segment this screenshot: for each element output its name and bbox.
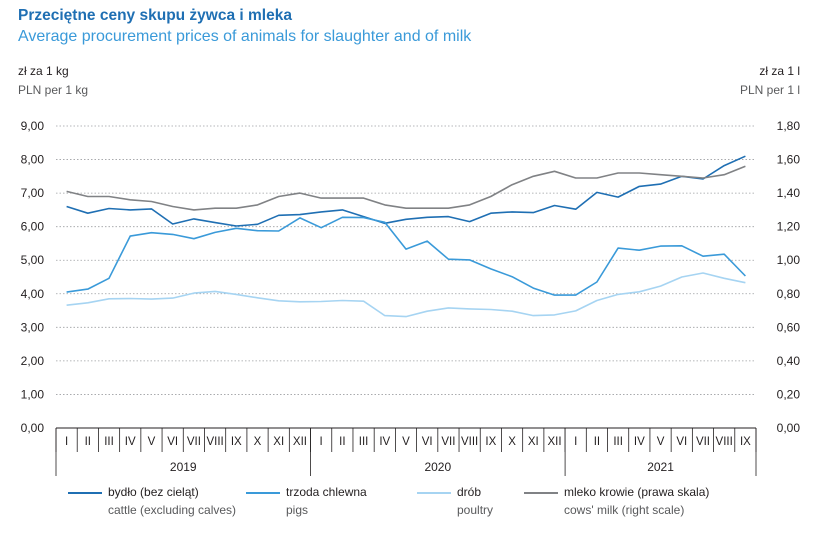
legend-label-milk: mleko krowie (prawa skala)	[564, 485, 710, 499]
y-right-tick-label: 1,60	[777, 153, 801, 167]
y-right-tick-label: 0,80	[777, 287, 801, 301]
y-right-tick-label: 1,20	[777, 220, 801, 234]
y-right-tick-label: 0,60	[777, 320, 801, 334]
y-right-tick-label: 1,40	[777, 186, 801, 200]
month-label: VIII	[716, 436, 733, 448]
series-line-cattle	[66, 155, 746, 227]
series-line-pigs	[66, 216, 746, 296]
month-label: XII	[293, 436, 307, 448]
y-right-tick-label: 0,20	[777, 387, 801, 401]
y-right-tick-label: 0,00	[777, 421, 801, 435]
y-left-tick-label: 6,00	[21, 220, 45, 234]
y-left-tick-label: 0,00	[21, 421, 45, 435]
month-label: V	[402, 436, 410, 448]
month-label: III	[613, 436, 623, 448]
year-label: 2019	[170, 460, 197, 474]
right-axis-unit: zł za 1 l	[759, 64, 800, 78]
month-label: VI	[422, 436, 433, 448]
month-label: II	[85, 436, 91, 448]
month-label: III	[359, 436, 369, 448]
y-left-tick-label: 4,00	[21, 287, 45, 301]
month-label: XI	[273, 436, 284, 448]
y-left-tick-label: 5,00	[21, 253, 45, 267]
month-label: V	[657, 436, 665, 448]
month-label: II	[339, 436, 345, 448]
month-label: XI	[528, 436, 539, 448]
y-right-tick-label: 0,40	[777, 354, 801, 368]
month-label: VI	[676, 436, 687, 448]
chart-subtitle: Average procurement prices of animals fo…	[18, 28, 472, 45]
month-label: VII	[441, 436, 455, 448]
month-label: IX	[231, 436, 242, 448]
series-line-milk	[66, 165, 746, 211]
month-label: IV	[379, 436, 390, 448]
y-left-tick-label: 2,00	[21, 354, 45, 368]
legend-swatch-poultry	[417, 492, 451, 494]
legend-label-pigs: trzoda chlewna	[286, 485, 367, 499]
legend-label-milk-en: cows' milk (right scale)	[564, 503, 685, 517]
month-label: I	[65, 436, 68, 448]
month-label: IX	[740, 436, 751, 448]
month-label: XII	[547, 436, 561, 448]
month-label: X	[254, 436, 262, 448]
month-label: V	[148, 436, 156, 448]
y-left-tick-label: 9,00	[21, 119, 45, 133]
y-left-tick-label: 3,00	[21, 320, 45, 334]
left-axis-unit-en: PLN per 1 kg	[18, 83, 89, 97]
month-label: VIII	[461, 436, 478, 448]
legend-swatch-pigs	[246, 492, 280, 494]
legend-label-poultry-en: poultry	[457, 503, 494, 517]
month-label: VII	[187, 436, 201, 448]
legend-swatch-milk	[524, 492, 558, 494]
chart-title: Przeciętne ceny skupu żywca i mleka	[18, 7, 292, 24]
legend-label-poultry: drób	[457, 485, 482, 499]
y-right-tick-label: 1,00	[777, 253, 801, 267]
series-line-poultry	[66, 272, 746, 318]
month-label: I	[574, 436, 577, 448]
legend-label-cattle-en: cattle (excluding calves)	[108, 503, 237, 517]
legend-swatch-cattle	[68, 492, 102, 494]
month-label: IX	[485, 436, 496, 448]
month-label: VII	[696, 436, 710, 448]
year-label: 2020	[424, 460, 451, 474]
month-label: IV	[125, 436, 136, 448]
month-label: VIII	[206, 436, 223, 448]
month-label: II	[594, 436, 600, 448]
month-label: III	[104, 436, 114, 448]
right-axis-unit-en: PLN per 1 l	[739, 83, 800, 97]
legend-label-pigs-en: pigs	[286, 503, 309, 517]
y-right-tick-label: 1,80	[777, 119, 801, 133]
year-label: 2021	[647, 460, 674, 474]
month-label: IV	[634, 436, 645, 448]
month-label: X	[508, 436, 516, 448]
y-left-tick-label: 1,00	[21, 387, 45, 401]
y-left-tick-label: 7,00	[21, 186, 45, 200]
month-label: I	[320, 436, 323, 448]
y-left-tick-label: 8,00	[21, 153, 45, 167]
month-label: VI	[167, 436, 178, 448]
left-axis-unit: zł za 1 kg	[18, 64, 69, 78]
legend-label-cattle: bydło (bez cieląt)	[108, 485, 199, 499]
